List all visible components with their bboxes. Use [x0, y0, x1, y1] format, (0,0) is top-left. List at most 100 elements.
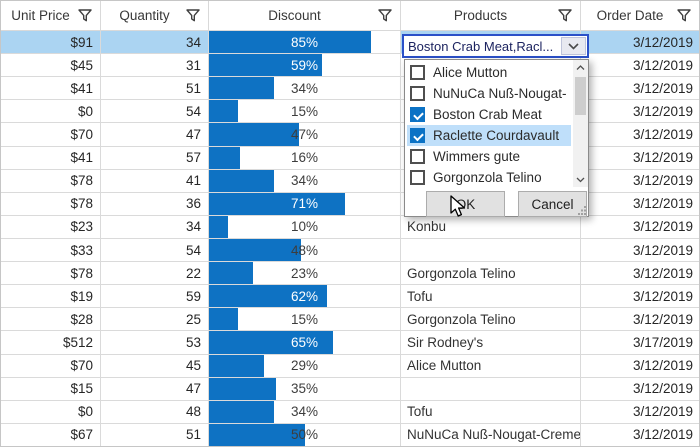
table-row[interactable]: $15 47 35% 3/12/2019	[1, 377, 699, 401]
unit-price-cell[interactable]: $91	[1, 31, 101, 54]
filter-icon[interactable]	[377, 8, 393, 23]
product-cell[interactable]: Gorgonzola Telino	[401, 262, 581, 285]
list-item[interactable]: Wimmers gute	[407, 146, 571, 167]
quantity-cell[interactable]: 47	[101, 123, 209, 146]
order-date-cell[interactable]: 3/12/2019	[632, 173, 693, 189]
table-row[interactable]: $41 57 16% 3/12/2019	[1, 146, 699, 170]
order-date-cell[interactable]: 3/12/2019	[632, 103, 693, 119]
product-cell[interactable]: Sir Rodney's	[401, 331, 581, 354]
cancel-button[interactable]: Cancel	[518, 191, 587, 217]
order-date-cell[interactable]: 3/12/2019	[632, 150, 693, 166]
product-cell[interactable]: Alice Mutton	[401, 354, 581, 377]
unit-price-cell[interactable]: $70	[1, 123, 101, 146]
discount-cell[interactable]: 10%	[209, 215, 401, 238]
order-date-cell[interactable]: 3/12/2019	[632, 288, 693, 304]
table-row[interactable]: $33 54 48% 3/12/2019	[1, 238, 699, 263]
quantity-cell[interactable]: 36	[101, 192, 209, 215]
quantity-cell[interactable]: 53	[101, 331, 209, 354]
checkbox-checked-icon[interactable]	[410, 107, 425, 122]
table-row[interactable]: $70 45 29% Alice Mutton 3/12/2019	[1, 354, 699, 378]
discount-cell[interactable]: 15%	[209, 100, 401, 123]
table-row[interactable]: $23 34 10% Konbu 3/12/2019	[1, 215, 699, 239]
table-row[interactable]: $28 25 15% Gorgonzola Telino 3/12/2019	[1, 308, 699, 332]
discount-cell[interactable]: 34%	[209, 77, 401, 100]
quantity-cell[interactable]: 22	[101, 262, 209, 285]
table-row[interactable]: $78 41 34% 3/12/2019	[1, 169, 699, 193]
column-header-quantity[interactable]: Quantity	[101, 1, 209, 30]
list-item[interactable]: Alice Mutton	[407, 62, 571, 83]
quantity-cell[interactable]: 31	[101, 54, 209, 77]
discount-cell[interactable]: 65%	[209, 331, 401, 354]
table-row[interactable]: $70 47 47% 3/12/2019	[1, 123, 699, 147]
unit-price-cell[interactable]: $67	[1, 423, 101, 446]
checkbox-unchecked-icon[interactable]	[410, 65, 425, 80]
order-date-cell[interactable]: 3/12/2019	[632, 242, 693, 258]
unit-price-cell[interactable]: $23	[1, 215, 101, 238]
order-date-cell[interactable]: 3/12/2019	[632, 265, 693, 281]
table-row[interactable]: $91 34 85% 3/12/2019	[1, 31, 699, 55]
discount-cell[interactable]: 85%	[209, 31, 401, 54]
ok-button[interactable]: OK	[426, 191, 505, 217]
unit-price-cell[interactable]: $28	[1, 308, 101, 331]
table-row[interactable]: $67 51 50% NuNuCa Nuß-Nougat-Creme 3/12/2019	[1, 423, 699, 446]
product-cell[interactable]	[401, 377, 581, 400]
order-date-cell[interactable]: 3/12/2019	[581, 31, 699, 54]
unit-price-cell[interactable]: $512	[1, 331, 101, 354]
quantity-cell[interactable]: 59	[101, 285, 209, 308]
table-row[interactable]: $78 22 23% Gorgonzola Telino 3/12/2019	[1, 262, 699, 286]
discount-cell[interactable]: 35%	[209, 377, 401, 400]
filter-icon[interactable]	[676, 8, 692, 23]
unit-price-cell[interactable]: $15	[1, 377, 101, 400]
quantity-cell[interactable]: 54	[101, 100, 209, 123]
discount-cell[interactable]: 16%	[209, 146, 401, 169]
list-item[interactable]: Gorgonzola Telino	[407, 167, 571, 188]
unit-price-cell[interactable]: $78	[1, 192, 101, 215]
checkbox-unchecked-icon[interactable]	[410, 86, 425, 101]
filter-icon[interactable]	[557, 8, 573, 23]
scroll-down-icon[interactable]	[573, 172, 588, 187]
discount-cell[interactable]: 15%	[209, 308, 401, 331]
unit-price-cell[interactable]: $78	[1, 262, 101, 285]
table-row[interactable]: $0 48 34% Tofu 3/12/2019	[1, 400, 699, 424]
filter-icon[interactable]	[77, 8, 93, 23]
table-row[interactable]: $78 36 71% 3/12/2019	[1, 192, 699, 216]
scroll-up-icon[interactable]	[573, 60, 588, 75]
checkbox-checked-icon[interactable]	[410, 128, 425, 143]
unit-price-cell[interactable]: $41	[1, 146, 101, 169]
list-item[interactable]: Raclette Courdavault	[407, 125, 571, 146]
product-cell[interactable]	[401, 238, 581, 262]
product-cell[interactable]: NuNuCa Nuß-Nougat-Creme	[401, 423, 581, 446]
discount-cell[interactable]: 34%	[209, 169, 401, 192]
unit-price-cell[interactable]: $70	[1, 354, 101, 377]
quantity-cell[interactable]: 41	[101, 169, 209, 192]
table-row[interactable]: $41 51 34% 3/12/2019	[1, 77, 699, 101]
table-row[interactable]: $512 53 65% Sir Rodney's 3/17/2019	[1, 331, 699, 355]
scroll-thumb[interactable]	[575, 77, 586, 115]
discount-cell[interactable]: 29%	[209, 354, 401, 377]
order-date-cell[interactable]: 3/12/2019	[632, 57, 693, 73]
order-date-cell[interactable]: 3/12/2019	[632, 381, 693, 397]
products-combobox[interactable]: Boston Crab Meat,Racl...	[402, 34, 589, 58]
list-item[interactable]: NuNuCa Nuß-Nougat-	[407, 83, 571, 104]
discount-cell[interactable]: 59%	[209, 54, 401, 77]
checkbox-unchecked-icon[interactable]	[410, 170, 425, 185]
quantity-cell[interactable]: 54	[101, 238, 209, 262]
resize-grip[interactable]	[577, 205, 587, 215]
column-header-unit-price[interactable]: Unit Price	[1, 1, 101, 30]
unit-price-cell[interactable]: $33	[1, 238, 101, 262]
checkbox-unchecked-icon[interactable]	[410, 149, 425, 164]
order-date-cell[interactable]: 3/12/2019	[632, 219, 693, 235]
list-item[interactable]: Boston Crab Meat	[407, 104, 571, 125]
discount-cell[interactable]: 71%	[209, 192, 401, 215]
discount-cell[interactable]: 50%	[209, 423, 401, 446]
order-date-cell[interactable]: 3/12/2019	[632, 427, 693, 443]
quantity-cell[interactable]: 57	[101, 146, 209, 169]
order-date-cell[interactable]: 3/17/2019	[632, 334, 693, 350]
table-row[interactable]: $0 54 15% 3/12/2019	[1, 100, 699, 124]
quantity-cell[interactable]: 25	[101, 308, 209, 331]
discount-cell[interactable]: 34%	[209, 400, 401, 423]
product-cell[interactable]: Tofu	[401, 400, 581, 423]
column-header-discount[interactable]: Discount	[209, 1, 401, 30]
unit-price-cell[interactable]: $78	[1, 169, 101, 192]
combobox-dropdown-button[interactable]	[561, 37, 586, 55]
